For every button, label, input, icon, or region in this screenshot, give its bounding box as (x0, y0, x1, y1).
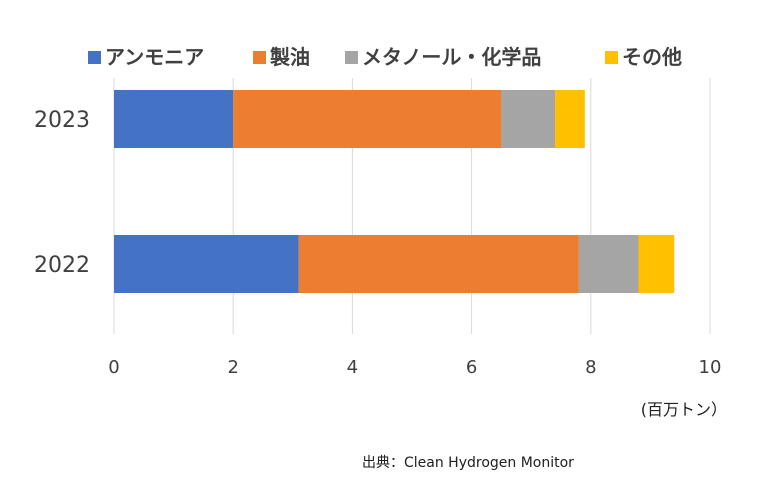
x-tick-label-6: 6 (466, 357, 477, 378)
legend-swatch-1 (253, 51, 266, 64)
x-tick-label-4: 4 (347, 357, 358, 378)
legend-swatch-2 (345, 51, 358, 64)
legend-label-3: その他 (622, 45, 682, 69)
x-axis-ticks: 0 2 4 6 8 10 (108, 357, 721, 378)
y-axis-categories: 2023 2022 (34, 108, 90, 278)
legend-label-1: 製油 (270, 45, 310, 69)
legend-label-2: メタノール・化学品 (362, 45, 541, 69)
x-tick-label-8: 8 (585, 357, 596, 378)
legend-label-0: アンモニア (105, 45, 204, 69)
bar-2022-series-3 (638, 235, 675, 293)
bar-2022-series-2 (578, 235, 639, 293)
x-axis-unit-label: (百万トン） (641, 400, 727, 419)
legend: アンモニア 製油 メタノール・化学品 その他 (88, 45, 682, 69)
bar-layer (114, 90, 675, 293)
bar-2022-series-0 (114, 235, 299, 293)
category-label-2023: 2023 (34, 108, 90, 133)
x-tick-label-0: 0 (108, 357, 119, 378)
bar-2022-series-1 (298, 235, 579, 293)
x-tick-label-2: 2 (227, 357, 238, 378)
source-note: 出典：Clean Hydrogen Monitor (362, 455, 574, 471)
bar-2023-series-2 (501, 90, 556, 148)
x-tick-label-10: 10 (699, 357, 722, 378)
bar-2023-series-3 (555, 90, 585, 148)
legend-swatch-3 (605, 51, 618, 64)
legend-swatch-0 (88, 51, 101, 64)
bar-2023-series-0 (114, 90, 234, 148)
category-label-2022: 2022 (34, 253, 90, 278)
bar-2023-series-1 (233, 90, 502, 148)
